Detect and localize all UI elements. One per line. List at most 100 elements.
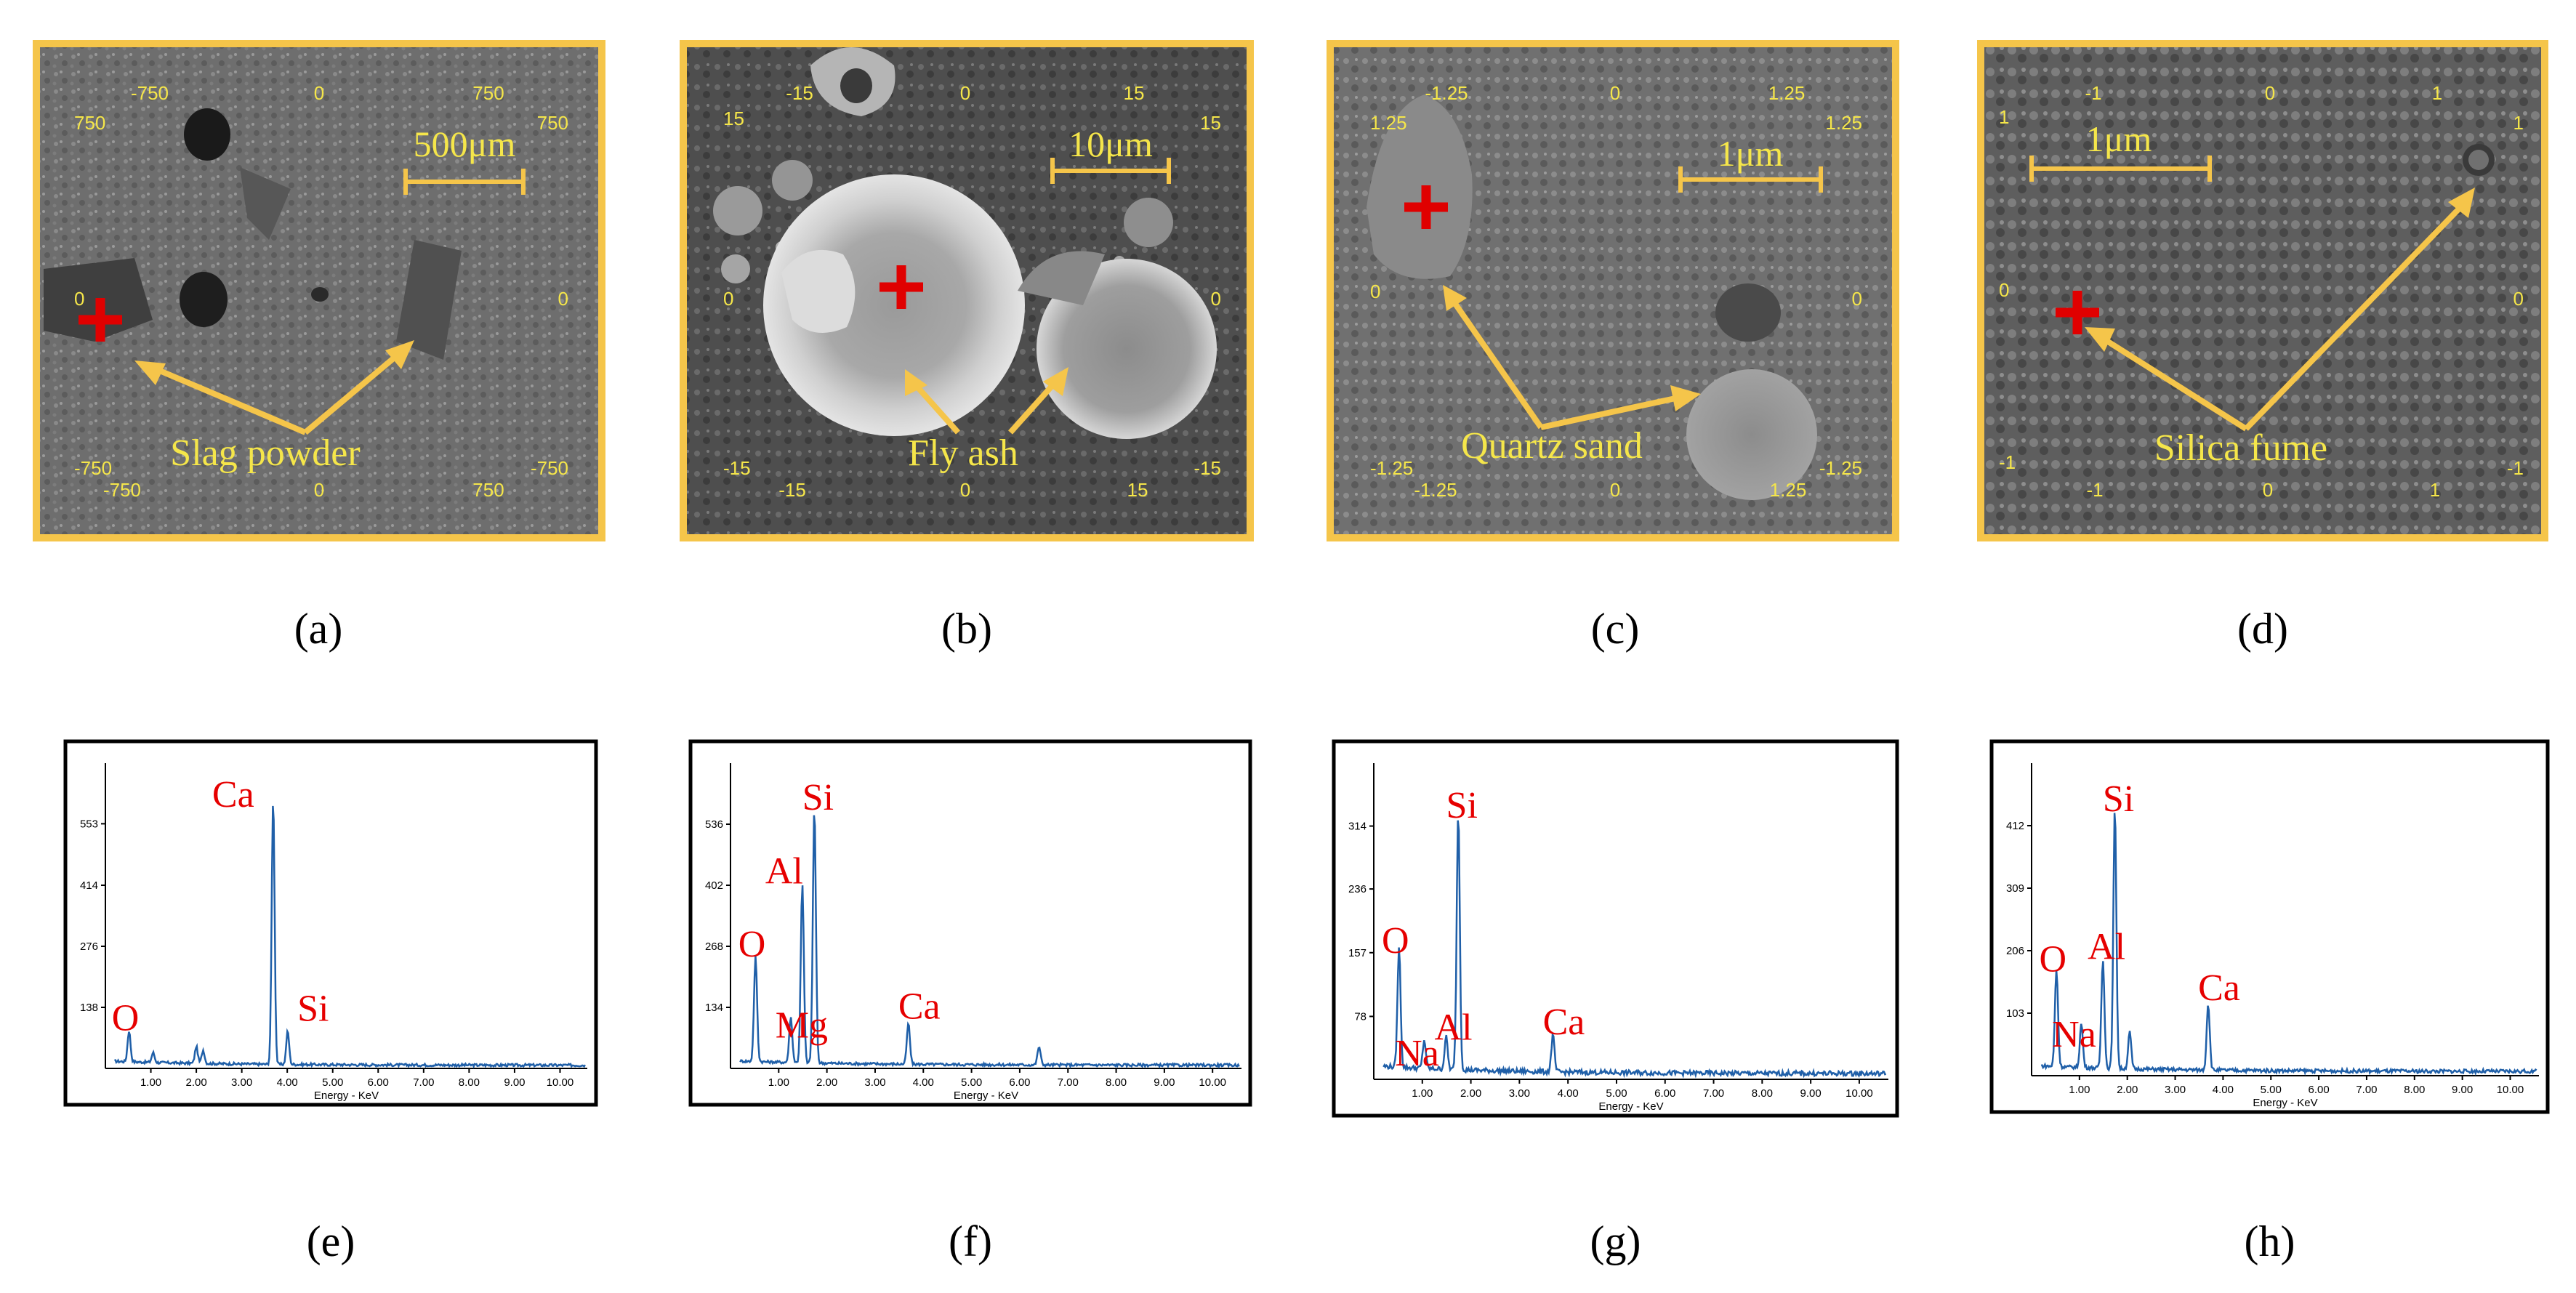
tick-label: 750 xyxy=(537,112,568,134)
x-tick-label: 1.00 xyxy=(1412,1087,1433,1100)
peak-label: O xyxy=(1382,920,1409,962)
tick-label: 0 xyxy=(314,82,324,104)
spectrum-line xyxy=(1382,820,1887,1079)
scale-bar xyxy=(1050,158,1171,184)
x-tick-label: 3.00 xyxy=(1509,1087,1530,1100)
peak-label: Ca xyxy=(212,774,254,815)
tick-label: -1.25 xyxy=(1414,479,1457,501)
arrow-head xyxy=(1043,367,1068,396)
x-tick-label: 8.00 xyxy=(459,1076,480,1089)
sem-panel-d: -1 0 1 -1 0 1 1 0 -1 1 0 -1 1μm xyxy=(1977,40,2548,541)
tick-label: 1 xyxy=(2432,82,2442,104)
tick-label: -1.25 xyxy=(1370,457,1413,479)
tick-label: 1.25 xyxy=(1770,479,1807,501)
y-tick-label: 157 xyxy=(1348,947,1367,959)
x-tick-label: 2.00 xyxy=(1460,1087,1481,1100)
peak-label: Si xyxy=(802,777,834,818)
panel-caption: (c) xyxy=(1591,605,1640,653)
x-tick-label: 1.00 xyxy=(2069,1084,2090,1096)
x-tick-label: 7.00 xyxy=(1058,1076,1079,1089)
tick-label: 0 xyxy=(2513,288,2524,310)
annotation-arrows xyxy=(2106,201,2466,432)
x-tick-label: 10.00 xyxy=(1199,1076,1226,1089)
tick-label: 0 xyxy=(1610,479,1620,501)
sem-panel-a: -750 0 750 -750 0 750 750 0 -750 750 0 -… xyxy=(33,40,605,541)
pore xyxy=(311,287,329,302)
x-tick-label: 6.00 xyxy=(1009,1076,1030,1089)
scale-bar xyxy=(2029,156,2212,182)
arrow-head xyxy=(2448,188,2475,218)
quartz-sphere xyxy=(1686,369,1817,500)
y-tick-label: 536 xyxy=(705,818,723,831)
x-tick-label: 5.00 xyxy=(961,1076,982,1089)
slag-particle xyxy=(396,240,462,360)
panel-caption: (f) xyxy=(949,1217,992,1265)
x-tick-label: 6.00 xyxy=(368,1076,389,1089)
tick-label: 0 xyxy=(74,288,84,310)
spectrum-line xyxy=(114,805,586,1069)
peak-label: Si xyxy=(2103,778,2134,820)
arrow-head xyxy=(134,360,166,385)
x-tick-label: 9.00 xyxy=(1154,1076,1175,1089)
panel-caption: (h) xyxy=(2245,1217,2295,1265)
tick-label: 0 xyxy=(1852,288,1862,310)
tick-label: -15 xyxy=(778,479,806,501)
x-tick-label: 5.00 xyxy=(1606,1087,1627,1100)
arrow-head xyxy=(1443,285,1467,311)
spectrum-point-marker xyxy=(79,298,122,342)
y-tick-label: 309 xyxy=(2006,882,2024,895)
material-label: Quartz sand xyxy=(1461,425,1643,467)
x-tick-label: 1.00 xyxy=(140,1076,161,1089)
peak-label: O xyxy=(112,997,140,1039)
eds-chart-g: 78 157 236 314 1.00 2.00 3.00 4.00 5.00 6.00 7.00 8… xyxy=(1332,739,1899,1265)
x-axis-label: Energy - KeV xyxy=(1598,1100,1663,1113)
peak-label: Al xyxy=(765,851,803,893)
tick-label: 0 xyxy=(1999,279,2009,301)
x-tick-label: 4.00 xyxy=(2213,1084,2234,1096)
tick-label: 0 xyxy=(2263,479,2273,501)
eds-chart-f: 134 268 402 536 1.00 2.00 3.00 4.00 5.00 6.00 7.00… xyxy=(688,739,1252,1265)
tick-label: -750 xyxy=(531,457,568,479)
eds-chart-h: 103 206 309 412 1.00 2.00 3.00 4.00 5.00 6.00 7.00… xyxy=(1989,739,2550,1265)
tick-label: 15 xyxy=(1124,82,1145,104)
peak-label: O xyxy=(2039,938,2066,980)
tick-label: -750 xyxy=(131,82,169,104)
pore xyxy=(180,272,228,327)
peak-label: Na xyxy=(2052,1014,2096,1055)
tick-label: 750 xyxy=(472,82,504,104)
x-tick-label: 10.00 xyxy=(547,1076,574,1089)
tick-label: 0 xyxy=(960,82,970,104)
chart-frame xyxy=(63,739,598,1107)
peak-label: Al xyxy=(1435,1007,1473,1049)
peak-label: Na xyxy=(1395,1033,1439,1074)
tick-label: 1.25 xyxy=(1768,82,1806,104)
tick-label: 15 xyxy=(1200,112,1221,134)
tick-label: 15 xyxy=(723,108,744,129)
tick-label: -1.25 xyxy=(1819,457,1862,479)
scale-bar-label: 1μm xyxy=(1718,133,1784,174)
y-tick-label: 134 xyxy=(705,1002,723,1014)
y-tick-label: 412 xyxy=(2006,820,2024,832)
tick-label: 0 xyxy=(1211,288,1221,310)
x-tick-label: 7.00 xyxy=(413,1076,434,1089)
tick-label: -1 xyxy=(1999,451,2016,473)
arrow-head xyxy=(1670,385,1701,411)
x-tick-label: 7.00 xyxy=(1703,1087,1724,1100)
tick-label: 0 xyxy=(558,288,568,310)
x-tick-label: 2.00 xyxy=(816,1076,837,1089)
y-tick-label: 414 xyxy=(80,879,98,892)
tick-label: 750 xyxy=(74,112,105,134)
x-tick-label: 8.00 xyxy=(1752,1087,1773,1100)
tick-label: 1.25 xyxy=(1825,112,1862,134)
x-tick-label: 6.00 xyxy=(2308,1084,2329,1096)
peak-label: Si xyxy=(297,988,329,1029)
scale-bar-label: 500μm xyxy=(414,124,516,164)
panel-caption: (b) xyxy=(941,605,992,653)
material-label: Fly ash xyxy=(908,432,1018,474)
sem-frame xyxy=(33,40,605,541)
x-tick-label: 3.00 xyxy=(864,1076,885,1089)
peak-label: Si xyxy=(1446,785,1478,826)
fly-ash-sphere xyxy=(763,174,1025,436)
x-tick-label: 8.00 xyxy=(2404,1084,2425,1096)
